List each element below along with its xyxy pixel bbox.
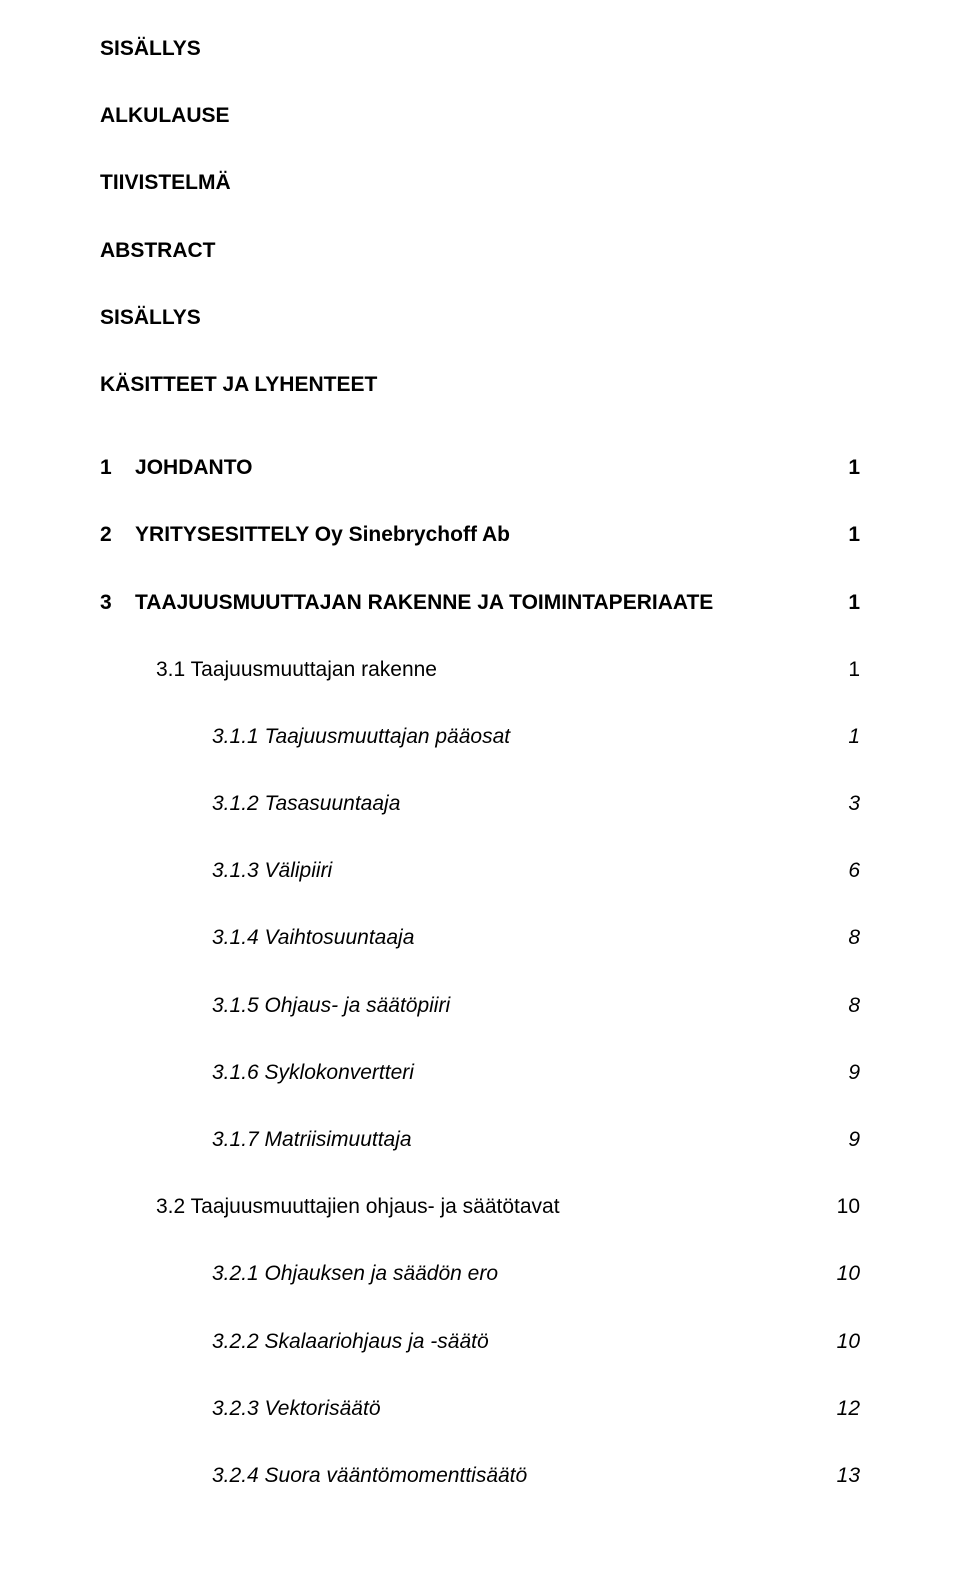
toc-entry-label: 3.2.4 Suora vääntömomenttisäätö <box>212 1463 830 1488</box>
toc-entry-label: 3.1.2 Tasasuuntaaja <box>212 791 830 816</box>
toc-entry: 3.2.2 Skalaariohjaus ja -säätö10 <box>100 1329 860 1354</box>
front-matter-heading: TIIVISTELMÄ <box>100 170 860 195</box>
toc-entry-page: 8 <box>830 993 860 1018</box>
front-matter-heading: ABSTRACT <box>100 238 860 263</box>
toc-entry-page: 1 <box>830 455 860 480</box>
toc-entry: 3.2.4 Suora vääntömomenttisäätö13 <box>100 1463 860 1488</box>
toc-entry-page: 1 <box>830 657 860 682</box>
toc-entry: 3 TAAJUUSMUUTTAJAN RAKENNE JA TOIMINTAPE… <box>100 590 860 615</box>
toc-entry-label: 3 TAAJUUSMUUTTAJAN RAKENNE JA TOIMINTAPE… <box>100 590 830 615</box>
toc-entry-page: 10 <box>830 1194 860 1219</box>
front-matter-heading: ALKULAUSE <box>100 103 860 128</box>
toc-entry: 1 JOHDANTO1 <box>100 455 860 480</box>
toc-entry: 3.1.5 Ohjaus- ja säätöpiiri8 <box>100 993 860 1018</box>
toc-entry-label: 3.1.4 Vaihtosuuntaaja <box>212 925 830 950</box>
toc-entry: 3.1.2 Tasasuuntaaja3 <box>100 791 860 816</box>
toc-list: 1 JOHDANTO12 YRITYSESITTELY Oy Sinebrych… <box>100 455 860 1488</box>
toc-entry-label: 3.2 Taajuusmuuttajien ohjaus- ja säätöta… <box>156 1194 830 1219</box>
toc-entry-label: 3.2.3 Vektorisäätö <box>212 1396 830 1421</box>
front-matter-heading: KÄSITTEET JA LYHENTEET <box>100 372 860 397</box>
toc-entry-label: 1 JOHDANTO <box>100 455 830 480</box>
toc-entry: 3.1 Taajuusmuuttajan rakenne1 <box>100 657 860 682</box>
toc-entry-page: 9 <box>830 1060 860 1085</box>
toc-entry-page: 6 <box>830 858 860 883</box>
toc-entry: 3.2 Taajuusmuuttajien ohjaus- ja säätöta… <box>100 1194 860 1219</box>
front-matter-heading: SISÄLLYS <box>100 305 860 330</box>
toc-entry-page: 8 <box>830 925 860 950</box>
toc-entry-page: 1 <box>830 590 860 615</box>
toc-entry-label: 2 YRITYSESITTELY Oy Sinebrychoff Ab <box>100 522 830 547</box>
toc-entry: 2 YRITYSESITTELY Oy Sinebrychoff Ab1 <box>100 522 860 547</box>
toc-entry-label: 3.1.6 Syklokonvertteri <box>212 1060 830 1085</box>
toc-entry-page: 3 <box>830 791 860 816</box>
toc-entry-page: 12 <box>830 1396 860 1421</box>
toc-entry-label: 3.1.3 Välipiiri <box>212 858 830 883</box>
toc-entry-label: 3.2.2 Skalaariohjaus ja -säätö <box>212 1329 830 1354</box>
toc-entry-page: 1 <box>830 522 860 547</box>
front-matter-list: ALKULAUSE TIIVISTELMÄ ABSTRACT SISÄLLYS KÄSI… <box>100 103 860 397</box>
toc-entry-page: 1 <box>830 724 860 749</box>
toc-entry-page: 10 <box>830 1261 860 1286</box>
toc-entry: 3.1.1 Taajuusmuuttajan pääosat1 <box>100 724 860 749</box>
toc-entry: 3.2.1 Ohjauksen ja säädön ero10 <box>100 1261 860 1286</box>
page-title: SISÄLLYS <box>100 36 860 61</box>
toc-entry-page: 10 <box>830 1329 860 1354</box>
toc-entry: 3.1.3 Välipiiri6 <box>100 858 860 883</box>
toc-entry-label: 3.2.1 Ohjauksen ja säädön ero <box>212 1261 830 1286</box>
toc-entry-label: 3.1.7 Matriisimuuttaja <box>212 1127 830 1152</box>
toc-entry-page: 13 <box>830 1463 860 1488</box>
toc-entry-label: 3.1.5 Ohjaus- ja säätöpiiri <box>212 993 830 1018</box>
toc-entry: 3.1.4 Vaihtosuuntaaja8 <box>100 925 860 950</box>
toc-entry: 3.2.3 Vektorisäätö12 <box>100 1396 860 1421</box>
toc-entry-page: 9 <box>830 1127 860 1152</box>
toc-entry: 3.1.7 Matriisimuuttaja9 <box>100 1127 860 1152</box>
toc-entry-label: 3.1 Taajuusmuuttajan rakenne <box>156 657 830 682</box>
toc-entry: 3.1.6 Syklokonvertteri9 <box>100 1060 860 1085</box>
toc-entry-label: 3.1.1 Taajuusmuuttajan pääosat <box>212 724 830 749</box>
